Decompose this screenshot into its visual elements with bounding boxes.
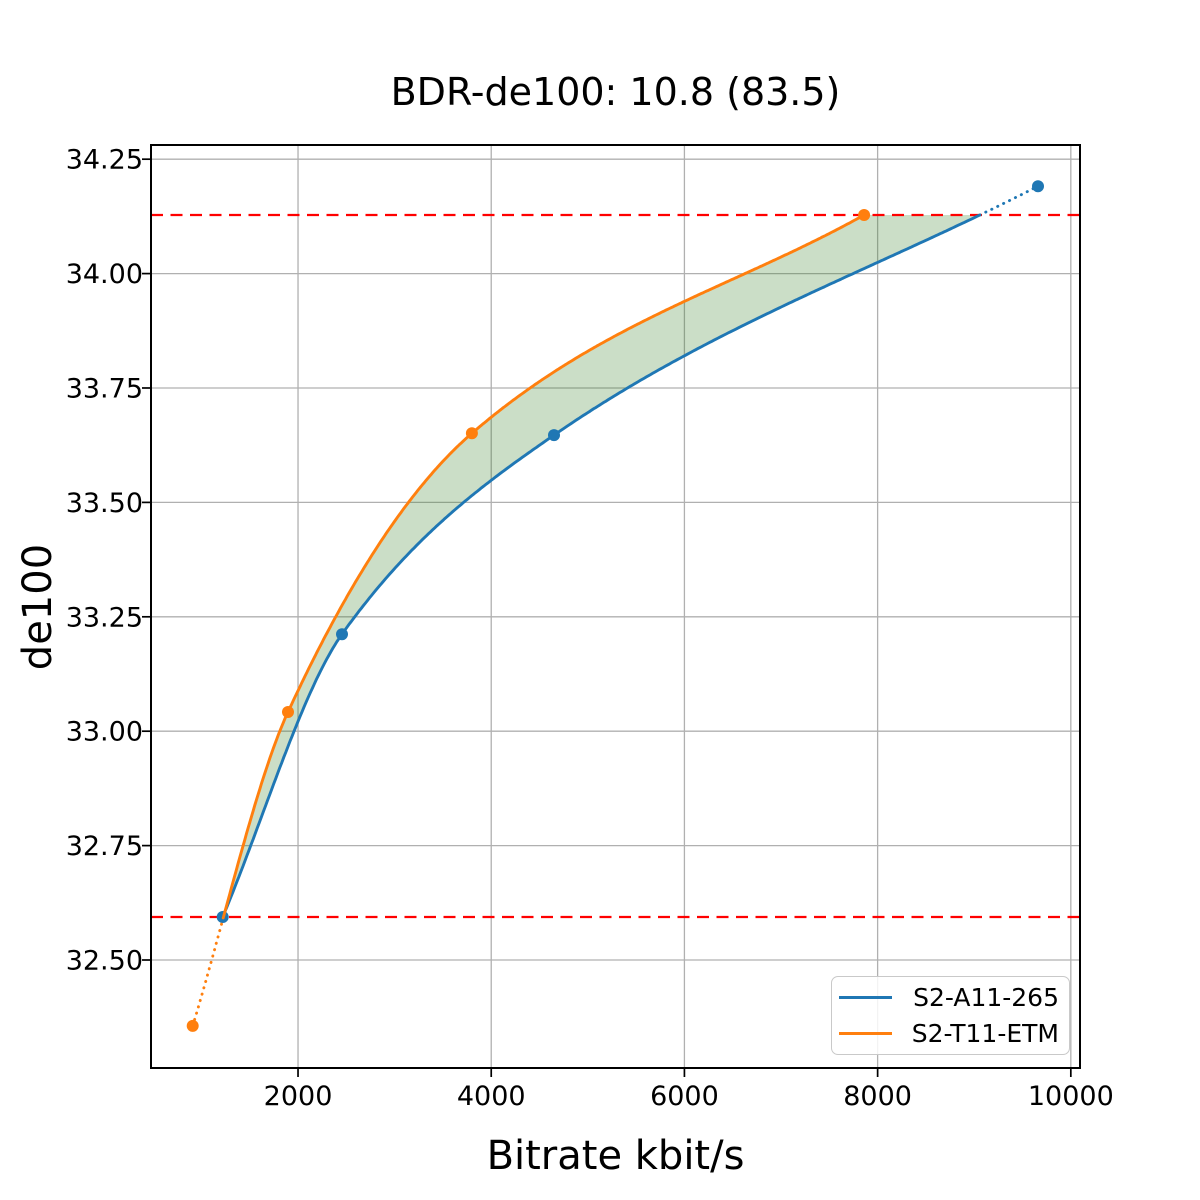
curve-dotted-S2-T11-ETM xyxy=(191,915,225,1028)
chart-title: BDR-de100: 10.8 (83.5) xyxy=(390,70,841,114)
x-axis-label: Bitrate kbit/s xyxy=(486,1133,745,1179)
data-point-S2-T11-ETM xyxy=(858,209,871,221)
y-tick-label: 32.75 xyxy=(66,831,143,862)
x-tick-label: 6000 xyxy=(650,1081,719,1112)
x-tick-label: 10000 xyxy=(1028,1081,1114,1112)
data-point-S2-T11-ETM xyxy=(465,427,478,440)
y-axis-label: de100 xyxy=(15,543,61,671)
curve-S2-A11-265 xyxy=(221,213,981,918)
x-tick-label: 2000 xyxy=(264,1081,333,1112)
curve-S2-T11-ETM xyxy=(222,213,865,918)
legend-label: S2-A11-265 xyxy=(913,983,1059,1013)
data-point-S2-A11-265 xyxy=(1032,180,1044,193)
legend-entry: S2-T11-ETM xyxy=(839,1016,1059,1050)
legend-entry: S2-A11-265 xyxy=(839,981,1059,1015)
y-tick-label: 34.00 xyxy=(66,259,143,290)
data-point-S2-A11-265 xyxy=(336,628,348,641)
fill-between-region xyxy=(222,215,980,917)
data-point-S2-T11-ETM xyxy=(282,706,294,718)
x-tick-label: 8000 xyxy=(843,1081,912,1112)
data-point-S2-A11-265 xyxy=(548,429,560,442)
y-tick-label: 32.50 xyxy=(66,946,143,977)
legend-line-sample xyxy=(839,995,892,1000)
y-tick-label: 33.50 xyxy=(66,488,143,519)
legend-label: S2-T11-ETM xyxy=(911,1018,1059,1048)
y-tick-label: 33.75 xyxy=(66,373,143,404)
x-tick-label: 4000 xyxy=(457,1081,526,1112)
axes-frame xyxy=(150,144,1081,1069)
data-point-S2-T11-ETM xyxy=(186,1019,199,1032)
y-tick-label: 33.25 xyxy=(66,602,143,633)
legend-line-sample xyxy=(839,1031,892,1035)
curve-dotted-S2-A11-265 xyxy=(978,184,1040,217)
y-tick-label: 33.00 xyxy=(66,717,143,748)
y-tick-label: 34.25 xyxy=(66,145,143,176)
legend: S2-A11-265 S2-T11-ETM xyxy=(831,976,1070,1055)
